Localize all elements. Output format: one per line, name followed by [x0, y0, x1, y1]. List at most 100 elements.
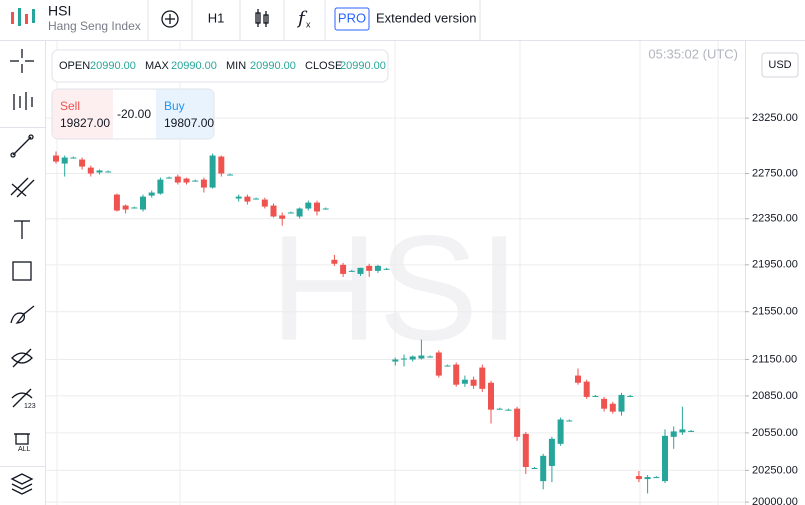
pro-badge[interactable] — [334, 7, 370, 31]
candle-body — [79, 159, 86, 167]
candle-body — [688, 430, 695, 432]
y-tick-label: 21150.00 — [752, 353, 797, 365]
candle-body — [635, 476, 642, 480]
candle-body — [609, 403, 616, 412]
max-value: 20990.00 — [171, 60, 217, 72]
candle-body — [174, 176, 181, 183]
candle-body — [261, 199, 268, 207]
candle-body — [653, 477, 660, 479]
candle-body — [183, 178, 190, 183]
y-tick-label: 21950.00 — [752, 259, 798, 271]
candle-body — [392, 359, 399, 362]
remove-all-label: ALL — [18, 446, 31, 453]
add-symbol-button[interactable] — [161, 10, 179, 28]
candle-body — [522, 433, 529, 467]
candle-body — [96, 170, 103, 173]
candle-body — [461, 379, 468, 384]
candle-body — [348, 270, 355, 272]
candle-body — [209, 155, 216, 188]
candle-body — [505, 409, 512, 411]
candle-body — [140, 196, 146, 210]
candle-body — [383, 268, 390, 270]
candle-body — [418, 355, 425, 359]
text-tool[interactable] — [14, 220, 30, 239]
y-tick-label: 23250.00 — [752, 112, 798, 124]
candle-body — [374, 265, 381, 271]
y-tick-label: 20550.00 — [752, 427, 798, 439]
open-value: 20990.00 — [90, 60, 136, 72]
clock: 05:35:02 (UTC) — [648, 46, 738, 61]
candle-body — [131, 207, 138, 209]
candle-body — [148, 192, 155, 196]
candle-body — [61, 157, 68, 164]
max-label: MAX — [145, 60, 170, 72]
fib-tool[interactable] — [10, 177, 35, 198]
extended-version-link[interactable]: Extended version — [376, 10, 476, 25]
candle-body — [435, 352, 442, 376]
buy-price[interactable]: 19807.00 — [164, 116, 214, 130]
candle-body — [218, 156, 225, 174]
candle-body — [340, 264, 347, 274]
candle-body — [87, 167, 94, 174]
y-tick-label: 20250.00 — [752, 464, 798, 476]
spread: -20.00 — [117, 107, 151, 121]
candle-body — [479, 367, 486, 389]
y-tick-label: 20850.00 — [752, 390, 798, 402]
candle-body — [514, 408, 521, 437]
buy-label[interactable]: Buy — [164, 99, 185, 113]
brush-tool[interactable] — [10, 305, 35, 324]
sell-label[interactable]: Sell — [60, 99, 80, 113]
sell-button[interactable] — [52, 89, 114, 139]
candle-body — [227, 174, 233, 176]
logo — [11, 8, 35, 26]
candle-body — [105, 171, 112, 173]
candle-body — [470, 379, 477, 386]
chart-type-button[interactable] — [255, 9, 269, 27]
candle-body — [662, 435, 668, 482]
candle-body — [618, 394, 625, 412]
currency-label[interactable]: USD — [768, 59, 791, 71]
crosshair-tool[interactable] — [10, 49, 34, 73]
candle-body — [53, 155, 59, 162]
candle-body — [235, 196, 242, 199]
open-label: OPEN — [59, 60, 90, 72]
indicators-tool[interactable] — [13, 92, 33, 110]
candle-body — [401, 358, 407, 360]
pro-label[interactable]: PRO — [338, 10, 366, 25]
close-label: CLOSE — [305, 60, 342, 72]
candle-body — [575, 375, 581, 383]
candle-body — [305, 202, 312, 209]
candle-body — [113, 194, 120, 211]
y-tick-label: 20000.00 — [752, 496, 798, 505]
timeframe-button[interactable]: H1 — [208, 10, 225, 25]
candle-body — [453, 364, 460, 385]
candle-body — [244, 196, 251, 202]
remove-all-tool[interactable] — [14, 433, 30, 445]
candle-body — [496, 408, 503, 410]
candle-body — [548, 438, 555, 466]
sell-price[interactable]: 19827.00 — [60, 116, 110, 130]
buy-button[interactable] — [156, 89, 214, 139]
candle-body — [270, 205, 277, 217]
symbol-name: Hang Seng Index — [48, 19, 141, 33]
trend-line-tool[interactable] — [10, 134, 34, 158]
currency-button[interactable] — [761, 52, 799, 78]
candle-body — [279, 215, 286, 219]
candle-body — [331, 259, 338, 264]
candle-body — [566, 420, 573, 422]
layers-tool[interactable] — [10, 473, 34, 495]
candle-body — [192, 180, 199, 182]
top-bar — [0, 0, 805, 40]
y-tick-label: 21550.00 — [752, 306, 798, 318]
candle-body — [488, 382, 494, 410]
close-value: 20990.00 — [340, 60, 386, 72]
shape-tool[interactable] — [12, 261, 32, 281]
y-tick-label: 22350.00 — [752, 213, 798, 225]
candle-body — [644, 477, 651, 480]
left-toolbar — [0, 41, 45, 505]
hide-indicators-tool[interactable] — [11, 388, 33, 408]
candle-body — [166, 177, 173, 179]
hide-drawings-tool[interactable] — [11, 348, 33, 368]
candle-body — [357, 267, 364, 274]
